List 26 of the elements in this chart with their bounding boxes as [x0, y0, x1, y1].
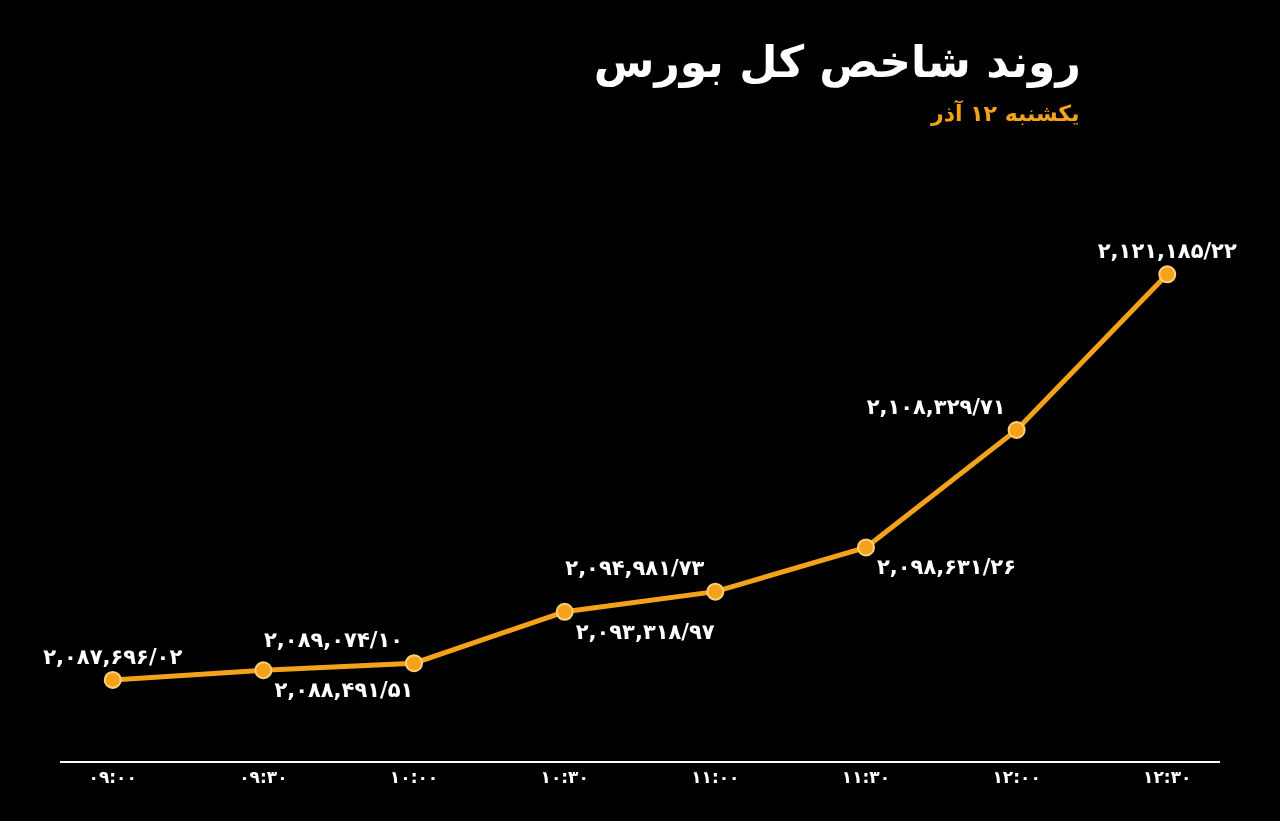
chart-title: روند شاخص کل بورس	[593, 35, 1081, 88]
x-tick-label: ۱۰:۰۰	[389, 767, 439, 788]
data-label: ۲,۰۸۸,۴۹۱/۵۱	[274, 678, 414, 703]
x-tick-label: ۱۰:۳۰	[540, 767, 589, 788]
point	[1007, 421, 1026, 439]
point	[254, 661, 273, 680]
point	[103, 670, 122, 689]
x-tick-label: ۱۱:۰۰	[691, 767, 740, 788]
point	[555, 602, 574, 621]
x-tick-label: ۱۱:۳۰	[841, 767, 891, 788]
point	[1158, 265, 1177, 284]
data-label: ۲,۰۹۸,۶۳۱/۲۶	[876, 555, 1016, 580]
point	[405, 654, 424, 673]
data-label: ۲,۰۹۳,۳۱۸/۹۷	[575, 619, 715, 644]
data-label: ۲,۰۹۴,۹۸۱/۷۳	[565, 556, 705, 581]
data-label: ۲,۱۲۱,۱۸۵/۲۲	[1097, 239, 1237, 264]
x-tick-label: ۱۲:۰۰	[992, 767, 1041, 788]
point	[856, 538, 875, 557]
x-tick-label: ۰۹:۳۰	[239, 767, 288, 788]
data-label: ۲,۰۸۷,۶۹۶/۰۲	[43, 644, 183, 669]
data-label: ۲,۱۰۸,۳۲۹/۷۱	[866, 394, 1006, 419]
x-tick-label: ۱۲:۳۰	[1143, 767, 1192, 788]
point	[706, 582, 725, 601]
chart-subtitle: یکشنبه ۱۲ آذر	[930, 99, 1080, 126]
data-label: ۲,۰۸۹,۰۷۴/۱۰	[264, 627, 404, 652]
x-tick-label: ۰۹:۰۰	[88, 767, 137, 788]
